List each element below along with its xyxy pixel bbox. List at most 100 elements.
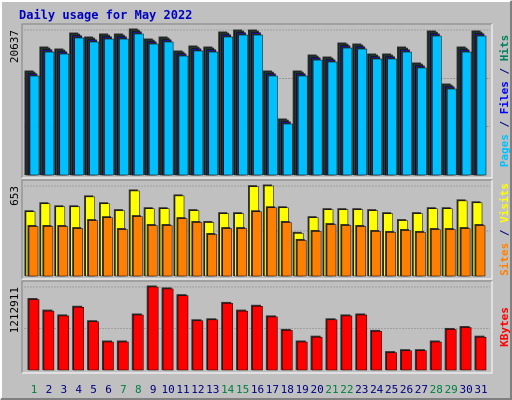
panel-edge-light	[22, 281, 493, 374]
bar	[296, 341, 308, 371]
panel-edge-light	[22, 24, 493, 179]
bar	[356, 226, 367, 277]
bar	[445, 229, 456, 277]
x-tick-label: 16	[251, 383, 264, 396]
legend-separator: /	[498, 61, 511, 81]
bar	[237, 310, 248, 371]
bar	[282, 222, 292, 277]
bar	[401, 230, 411, 277]
bar	[476, 35, 487, 176]
bar	[58, 315, 70, 371]
legend: Sites / Visits	[498, 183, 511, 276]
x-tick-label: 6	[105, 383, 112, 396]
bar	[58, 226, 69, 277]
bar	[327, 61, 338, 176]
x-tick-label: 24	[370, 383, 384, 396]
bar	[356, 314, 368, 371]
bar	[252, 306, 263, 371]
x-tick-label: 18	[281, 383, 294, 396]
legend-entry: KBytes	[498, 307, 511, 347]
bar	[357, 48, 368, 176]
bar	[371, 331, 382, 371]
legend-entry: Pages	[498, 134, 511, 167]
bar	[147, 225, 158, 277]
bar	[59, 53, 70, 176]
bar	[475, 336, 487, 371]
x-tick-label: 14	[221, 383, 235, 396]
bar	[222, 228, 232, 277]
bar	[387, 58, 397, 176]
bar	[237, 228, 247, 277]
bar	[162, 288, 174, 371]
bar	[311, 231, 322, 277]
x-tick-label: 20	[310, 383, 323, 396]
bar	[74, 37, 84, 176]
bar	[253, 34, 263, 176]
bar	[386, 352, 397, 371]
bar	[88, 220, 98, 277]
bar	[282, 330, 293, 371]
bar	[28, 226, 39, 277]
x-tick-label: 23	[355, 383, 368, 396]
x-tick-label: 12	[191, 383, 204, 396]
x-tick-label: 19	[296, 383, 309, 396]
panel-edge-dark	[21, 179, 492, 279]
x-tick-label: 26	[400, 383, 413, 396]
bar	[431, 229, 441, 277]
bar	[43, 226, 54, 277]
bar	[416, 350, 427, 371]
bar	[460, 228, 471, 277]
bar	[177, 218, 188, 277]
bar	[28, 299, 40, 371]
bar	[416, 232, 426, 277]
bar	[461, 51, 472, 176]
bar	[148, 43, 159, 176]
bar	[177, 295, 189, 371]
bar	[268, 75, 278, 176]
bar	[147, 286, 159, 371]
bar	[312, 59, 323, 176]
bar	[162, 225, 173, 277]
panel-edge-dark	[21, 23, 492, 178]
legend-entry: Sites	[498, 243, 511, 276]
bar	[89, 41, 99, 176]
bar	[311, 336, 323, 371]
bar	[29, 75, 40, 176]
x-tick-label: 3	[60, 383, 67, 396]
bar	[475, 225, 486, 277]
x-tick-label: 25	[385, 383, 398, 396]
bar	[208, 51, 219, 176]
x-tick-label: 8	[135, 383, 142, 396]
bar	[118, 229, 128, 277]
bar	[252, 211, 262, 277]
bar	[207, 319, 219, 371]
x-tick-label: 13	[206, 383, 219, 396]
bar	[267, 316, 278, 371]
x-tick-label: 5	[90, 383, 97, 396]
panel-edge-light	[22, 180, 493, 280]
bar	[402, 51, 412, 176]
bar	[417, 67, 427, 176]
bar	[341, 315, 353, 371]
bar	[44, 51, 55, 176]
x-tick-label: 10	[161, 383, 174, 396]
x-tick-label: 30	[459, 383, 472, 396]
y-tick-label: 1212911	[8, 287, 21, 333]
x-tick-label: 31	[474, 383, 487, 396]
bar	[326, 319, 338, 371]
x-tick-label: 11	[176, 383, 189, 396]
x-tick-label: 17	[266, 383, 279, 396]
x-tick-label: 27	[415, 383, 428, 396]
x-tick-label: 15	[236, 383, 249, 396]
bar	[43, 310, 55, 371]
bar	[445, 329, 457, 371]
bar	[372, 58, 382, 176]
legend: Pages / Files / Hits	[498, 35, 511, 168]
bar	[223, 36, 233, 176]
legend-separator: /	[498, 114, 511, 134]
bar	[133, 216, 143, 277]
legend-separator: /	[498, 223, 511, 243]
